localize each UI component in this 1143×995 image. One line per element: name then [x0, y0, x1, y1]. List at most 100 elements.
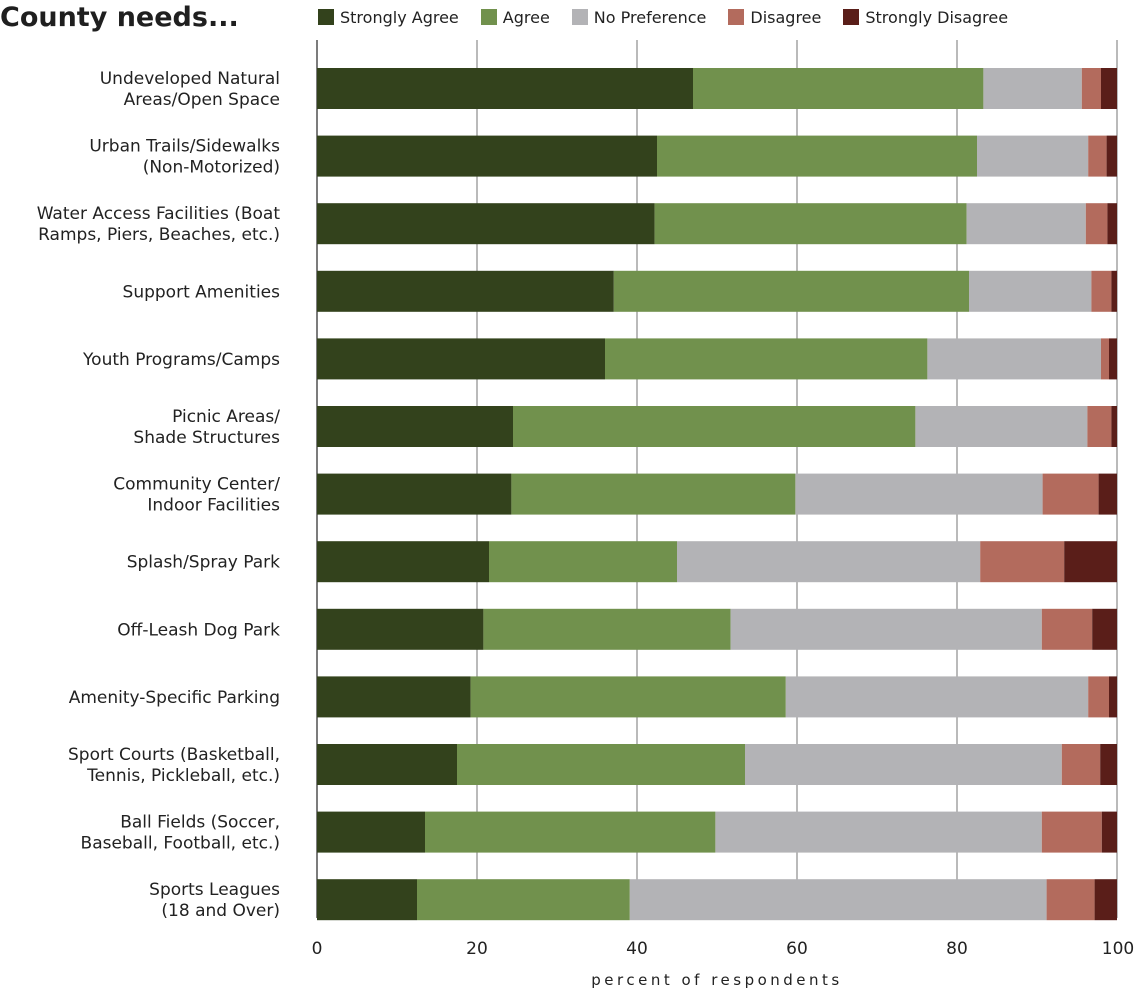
bar-segment — [969, 270, 1092, 312]
bar-segment — [1085, 203, 1108, 245]
bar-segment — [317, 338, 605, 380]
category-label: Picnic Areas/Shade Structures — [133, 407, 280, 448]
bar-segment — [317, 473, 512, 515]
legend-item: Disagree — [728, 8, 821, 27]
bar-segment — [317, 270, 614, 312]
bar-segment — [980, 541, 1065, 583]
legend-swatch — [571, 9, 588, 25]
bar-segment — [317, 811, 425, 853]
x-tick-label: 40 — [626, 939, 648, 959]
bar-segment — [1106, 135, 1117, 177]
category-label: Amenity-Specific Parking — [69, 688, 280, 708]
bar-segment — [927, 338, 1101, 380]
chart-title: County needs... — [0, 2, 239, 33]
category-label: Youth Programs/Camps — [82, 350, 280, 370]
bar-segment — [785, 676, 1089, 718]
bar-segment — [654, 203, 967, 245]
legend-swatch — [318, 9, 334, 25]
bar-segment — [613, 270, 969, 312]
category-label: Splash/Spray Park — [127, 553, 280, 573]
category-label: Support Amenities — [123, 282, 281, 302]
bar-segment — [425, 811, 716, 853]
bar-segment — [1109, 338, 1117, 380]
legend-label: No Preference — [593, 7, 707, 27]
bar-segment — [795, 473, 1043, 515]
bar-segment — [317, 203, 655, 245]
category-label: Sports Leagues (18 and Over) — [149, 880, 280, 921]
bar-segment — [317, 879, 417, 921]
category-label: Urban Trails/Sidewalks (Non-Motorized) — [89, 137, 280, 178]
bar-segment — [915, 406, 1088, 447]
bar-segment — [317, 406, 513, 447]
bar-segment — [1111, 270, 1117, 312]
bar-segment — [1111, 406, 1117, 447]
bar-segment — [1046, 879, 1095, 921]
legend-label: Strongly Agree — [340, 7, 459, 27]
bar-segment — [977, 135, 1089, 177]
bar-segment — [1088, 676, 1109, 718]
bar-segment — [1064, 541, 1117, 583]
bars — [317, 68, 1117, 921]
bar-segment — [1081, 68, 1101, 109]
bar-segment — [1109, 676, 1117, 718]
bar-segment — [693, 68, 984, 109]
x-tick-labels: 0 20 40 60 80 100 — [312, 939, 1135, 959]
bar-segment — [417, 879, 630, 921]
category-label: Water Access Facilities (Boat Ramps, Pier… — [37, 204, 281, 245]
bar-segment — [457, 744, 745, 785]
bar-segment — [513, 406, 916, 447]
bar-segment — [1100, 744, 1117, 785]
legend-item: Strongly Disagree — [843, 8, 1008, 27]
x-axis-title: percent of respondents — [591, 971, 843, 989]
bar-segment — [511, 473, 796, 515]
legend-item: Strongly Agree — [318, 8, 459, 27]
bar-segment — [317, 744, 457, 785]
bar-segment — [1092, 608, 1117, 650]
legend-item: Agree — [480, 7, 550, 27]
category-label: Sport Courts (Basketball, Tennis, Pickleb… — [68, 745, 280, 786]
legend-swatch — [728, 9, 745, 25]
bar-segment — [677, 541, 981, 583]
x-tick-label: 0 — [312, 939, 323, 959]
x-tick-label: 100 — [1102, 939, 1134, 959]
bar-segment — [983, 68, 1082, 109]
bar-segment — [1041, 811, 1102, 853]
bar-segment — [1087, 406, 1112, 447]
legend-swatch — [480, 9, 497, 25]
legend-swatch — [843, 9, 860, 25]
bar-segment — [1061, 744, 1101, 785]
bar-segment — [715, 811, 1042, 853]
x-tick-label: 20 — [466, 939, 488, 959]
category-label: Undeveloped Natural Areas/Open Space — [100, 69, 280, 110]
bar-segment — [629, 879, 1047, 921]
bar-segment — [730, 608, 1042, 650]
category-label: Off-Leash Dog Park — [117, 620, 280, 640]
bar-segment — [1041, 608, 1093, 650]
bar-segment — [1098, 473, 1117, 515]
category-label: Ball Fields (Soccer, Baseball, Football, … — [81, 813, 280, 854]
bar-segment — [1091, 270, 1112, 312]
bar-segment — [1107, 203, 1117, 245]
legend-label: Strongly Disagree — [865, 7, 1009, 27]
legend-item: No Preference — [571, 7, 707, 27]
legend-label: Agree — [502, 7, 550, 27]
bar-segment — [317, 676, 471, 718]
bar-segment — [1088, 135, 1107, 177]
bar-segment — [317, 135, 657, 177]
bar-segment — [1101, 68, 1117, 109]
bar-segment — [317, 608, 484, 650]
bar-segment — [483, 608, 731, 650]
bar-segment — [470, 676, 786, 718]
bar-segment — [966, 203, 1086, 245]
bar-segment — [745, 744, 1062, 785]
x-tick-label: 60 — [786, 939, 808, 959]
bar-segment — [1101, 338, 1109, 380]
bar-segment — [489, 541, 677, 583]
bar-segment — [1042, 473, 1099, 515]
category-label: Community Center/Indoor Facilities — [113, 475, 280, 516]
x-tick-label: 80 — [946, 939, 968, 959]
category-labels: Undeveloped Natural Areas/Open Space Urban… — [37, 69, 281, 921]
legend: Strongly Agree Agree No Preference Disagree… — [318, 5, 1008, 29]
bar-segment — [1101, 811, 1117, 853]
